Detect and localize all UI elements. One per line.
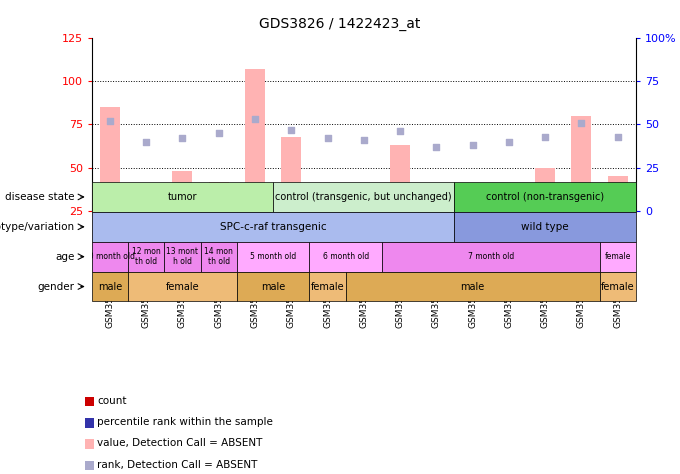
- Bar: [454, 212, 636, 242]
- Bar: [128, 272, 237, 301]
- Point: [214, 129, 224, 137]
- Bar: [571, 116, 592, 211]
- Bar: [499, 189, 519, 211]
- Bar: [454, 182, 636, 212]
- Text: wild type: wild type: [522, 222, 569, 232]
- Bar: [209, 182, 228, 211]
- Point: [250, 116, 260, 123]
- Bar: [165, 242, 201, 272]
- Text: percentile rank within the sample: percentile rank within the sample: [97, 417, 273, 427]
- Bar: [309, 272, 345, 301]
- Text: male: male: [98, 282, 122, 292]
- Point: [394, 128, 405, 135]
- Bar: [173, 171, 192, 211]
- Bar: [462, 189, 483, 211]
- Text: value, Detection Call = ABSENT: value, Detection Call = ABSENT: [97, 438, 262, 448]
- Bar: [100, 107, 120, 211]
- Bar: [608, 176, 628, 211]
- Bar: [237, 272, 309, 301]
- Point: [612, 133, 623, 140]
- Point: [576, 119, 587, 127]
- Text: control (transgenic, but unchanged): control (transgenic, but unchanged): [275, 192, 452, 202]
- Text: count: count: [97, 395, 126, 406]
- Bar: [318, 197, 337, 211]
- Text: age: age: [56, 252, 75, 262]
- Text: tumor: tumor: [168, 192, 197, 202]
- Text: rank, Detection Call = ABSENT: rank, Detection Call = ABSENT: [97, 459, 258, 470]
- Text: female: female: [601, 282, 634, 292]
- Point: [431, 143, 442, 151]
- Point: [358, 136, 369, 144]
- Text: control (non-transgenic): control (non-transgenic): [486, 192, 605, 202]
- Text: 13 mont
h old: 13 mont h old: [167, 247, 199, 266]
- Bar: [273, 182, 454, 212]
- Text: 6 month old: 6 month old: [322, 252, 369, 261]
- Text: 12 mon
th old: 12 mon th old: [132, 247, 160, 266]
- Bar: [382, 242, 600, 272]
- Point: [467, 141, 478, 149]
- Bar: [128, 242, 165, 272]
- Bar: [92, 182, 273, 212]
- Text: genotype/variation: genotype/variation: [0, 222, 75, 232]
- Point: [503, 138, 514, 146]
- Bar: [136, 197, 156, 211]
- Bar: [390, 145, 410, 211]
- Bar: [237, 242, 309, 272]
- Text: 5 month old: 5 month old: [250, 252, 296, 261]
- Bar: [354, 202, 374, 211]
- Point: [177, 135, 188, 142]
- Text: male: male: [460, 282, 485, 292]
- Point: [286, 126, 296, 133]
- Bar: [345, 272, 600, 301]
- Bar: [92, 272, 128, 301]
- Text: male: male: [261, 282, 285, 292]
- Bar: [309, 242, 382, 272]
- Bar: [426, 197, 446, 211]
- Text: 14 mon
th old: 14 mon th old: [204, 247, 233, 266]
- Bar: [600, 272, 636, 301]
- Point: [540, 133, 551, 140]
- Text: female: female: [311, 282, 344, 292]
- Text: GDS3826 / 1422423_at: GDS3826 / 1422423_at: [259, 17, 421, 31]
- Text: 7 month old: 7 month old: [468, 252, 514, 261]
- Text: female: female: [605, 252, 631, 261]
- Text: female: female: [166, 282, 199, 292]
- Bar: [92, 242, 128, 272]
- Bar: [245, 69, 265, 211]
- Text: gender: gender: [38, 282, 75, 292]
- Bar: [92, 212, 454, 242]
- Text: disease state: disease state: [5, 192, 75, 202]
- Text: SPC-c-raf transgenic: SPC-c-raf transgenic: [220, 222, 326, 232]
- Text: 10 month old: 10 month old: [84, 252, 135, 261]
- Point: [322, 135, 333, 142]
- Point: [141, 138, 152, 146]
- Bar: [600, 242, 636, 272]
- Bar: [201, 242, 237, 272]
- Point: [105, 117, 116, 125]
- Bar: [535, 168, 555, 211]
- Bar: [282, 137, 301, 211]
